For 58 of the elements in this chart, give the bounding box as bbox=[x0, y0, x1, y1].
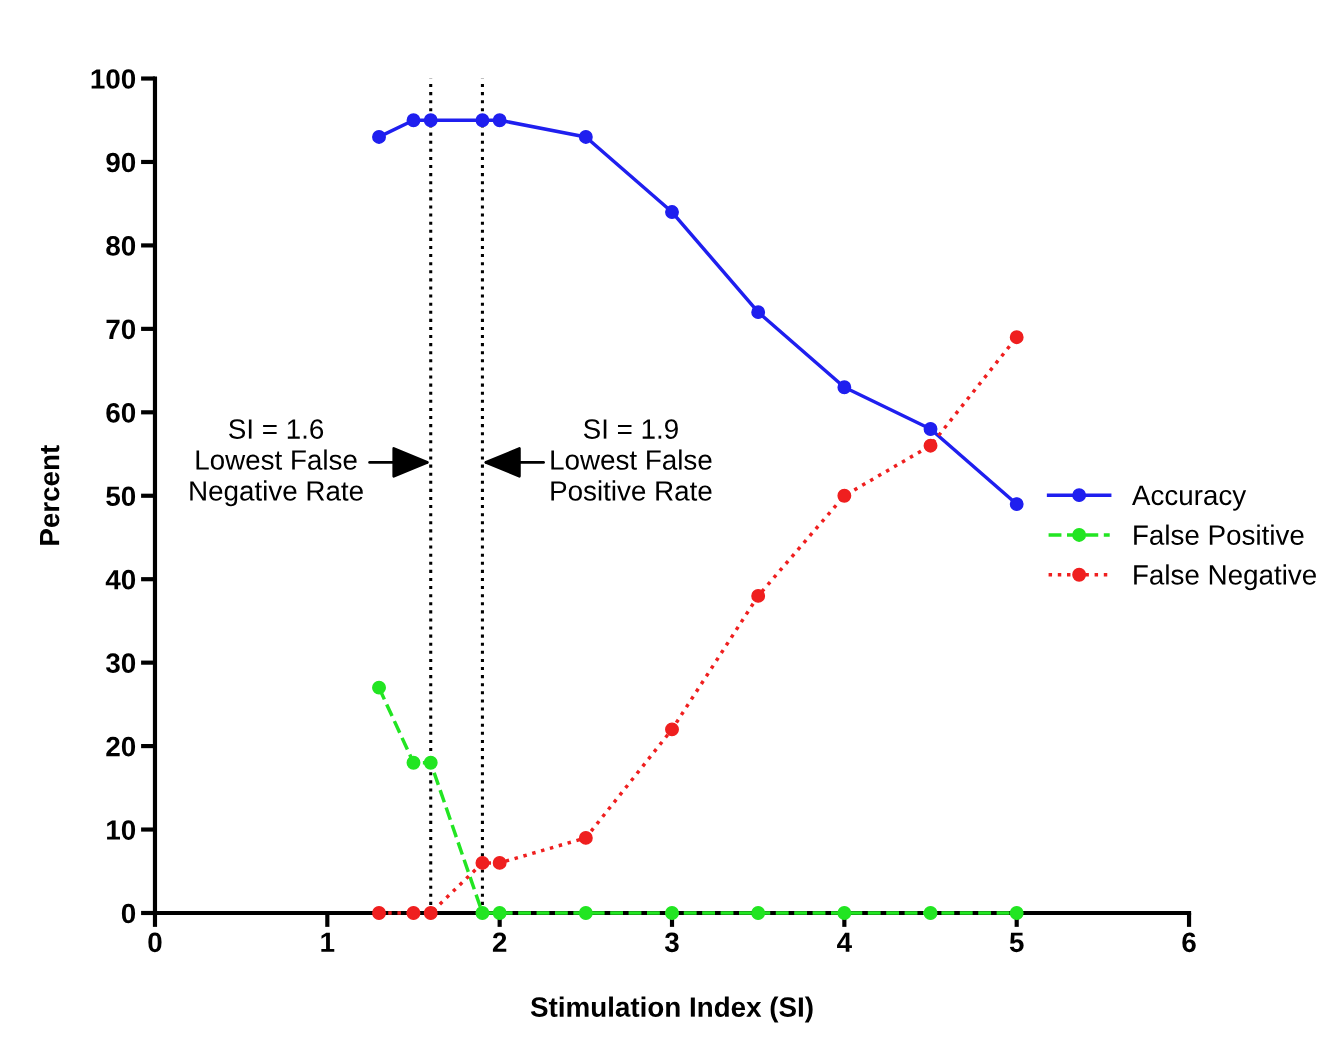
point bbox=[1009, 330, 1024, 345]
point bbox=[751, 588, 766, 603]
y-tick-label: 100 bbox=[91, 69, 136, 89]
point bbox=[423, 755, 438, 770]
y-tick-label: 10 bbox=[107, 820, 136, 840]
y-tick-label: 20 bbox=[106, 736, 136, 757]
point bbox=[837, 488, 852, 503]
point bbox=[475, 855, 490, 870]
point bbox=[923, 438, 938, 453]
point bbox=[837, 906, 852, 920]
point bbox=[423, 113, 438, 128]
y-axis-title: Percent bbox=[40, 445, 60, 545]
point bbox=[1009, 497, 1024, 512]
point bbox=[406, 906, 421, 920]
legend-label: False Negative bbox=[1134, 564, 1316, 591]
y-tick-label: 50 bbox=[106, 486, 136, 507]
x-tick-label: 4 bbox=[837, 932, 852, 952]
point bbox=[665, 722, 679, 737]
y-tick-label: 70 bbox=[106, 319, 136, 340]
point bbox=[837, 380, 852, 395]
y-tick-label: 30 bbox=[105, 653, 136, 674]
y-tick-label: 60 bbox=[106, 402, 136, 423]
x-tick-label: 0 bbox=[148, 932, 162, 953]
point bbox=[406, 755, 421, 770]
point bbox=[492, 855, 507, 870]
point bbox=[578, 830, 593, 845]
point bbox=[665, 205, 679, 219]
point bbox=[406, 113, 421, 128]
point bbox=[475, 906, 490, 920]
point bbox=[1009, 906, 1024, 920]
x-tick-label: 2 bbox=[492, 932, 507, 952]
point bbox=[475, 113, 490, 128]
annotation: SI = 1.6 Lowest False Negative Rate bbox=[190, 419, 363, 507]
point bbox=[751, 305, 766, 320]
x-tick-label: 5 bbox=[1009, 932, 1024, 953]
point bbox=[751, 906, 766, 920]
annotation: SI = 1.9 Lowest False Positive Rate bbox=[551, 419, 712, 501]
point bbox=[372, 680, 386, 695]
x-axis-title: Stimulation Index (SI) bbox=[530, 996, 813, 1023]
y-tick-label: 40 bbox=[105, 569, 136, 590]
y-tick-label: 80 bbox=[106, 236, 136, 256]
point bbox=[492, 906, 507, 920]
point bbox=[423, 906, 438, 920]
legend-label: Accuracy bbox=[1131, 485, 1247, 511]
point bbox=[923, 906, 938, 920]
point bbox=[492, 113, 507, 128]
point bbox=[923, 422, 938, 436]
point bbox=[578, 906, 593, 920]
point bbox=[665, 906, 679, 920]
y-tick-label: 90 bbox=[106, 152, 136, 173]
x-tick-label: 3 bbox=[664, 932, 679, 953]
y-tick-label: 0 bbox=[121, 903, 136, 924]
x-tick-label: 6 bbox=[1182, 932, 1196, 953]
legend-label: False Positive bbox=[1134, 524, 1304, 545]
x-tick-label: 1 bbox=[321, 932, 335, 952]
point bbox=[372, 129, 386, 144]
point bbox=[372, 906, 386, 920]
point bbox=[578, 129, 593, 144]
